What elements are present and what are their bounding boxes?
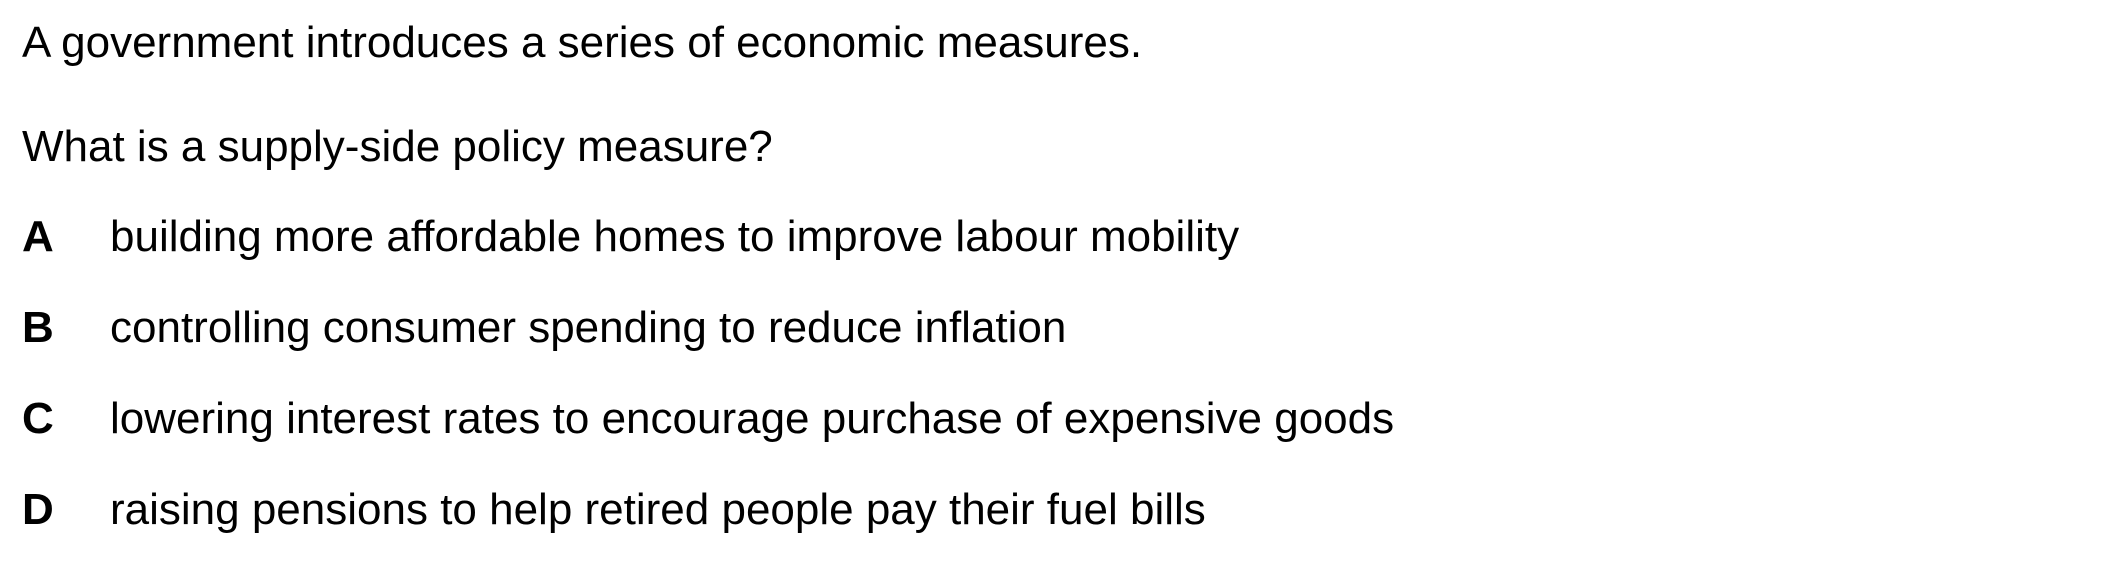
option-d[interactable]: D raising pensions to help retired peopl… [22, 481, 2082, 539]
option-letter: B [22, 303, 54, 352]
option-text: lowering interest rates to encourage pur… [110, 394, 1395, 443]
option-c[interactable]: C lowering interest rates to encourage p… [22, 390, 2082, 448]
answer-options: A building more affordable homes to impr… [22, 208, 2082, 539]
option-letter: A [22, 212, 54, 261]
option-letter: D [22, 485, 54, 534]
option-a[interactable]: A building more affordable homes to impr… [22, 208, 2082, 266]
option-letter: C [22, 394, 54, 443]
question-stem: A government introduces a series of econ… [22, 18, 1143, 67]
option-text: controlling consumer spending to reduce … [110, 303, 1067, 352]
question-block: A government introduces a series of econ… [22, 14, 2082, 572]
question-prompt: What is a supply-side policy measure? [22, 122, 773, 171]
option-text: raising pensions to help retired people … [110, 485, 1206, 534]
option-b[interactable]: B controlling consumer spending to reduc… [22, 299, 2082, 357]
option-text: building more affordable homes to improv… [110, 212, 1240, 261]
